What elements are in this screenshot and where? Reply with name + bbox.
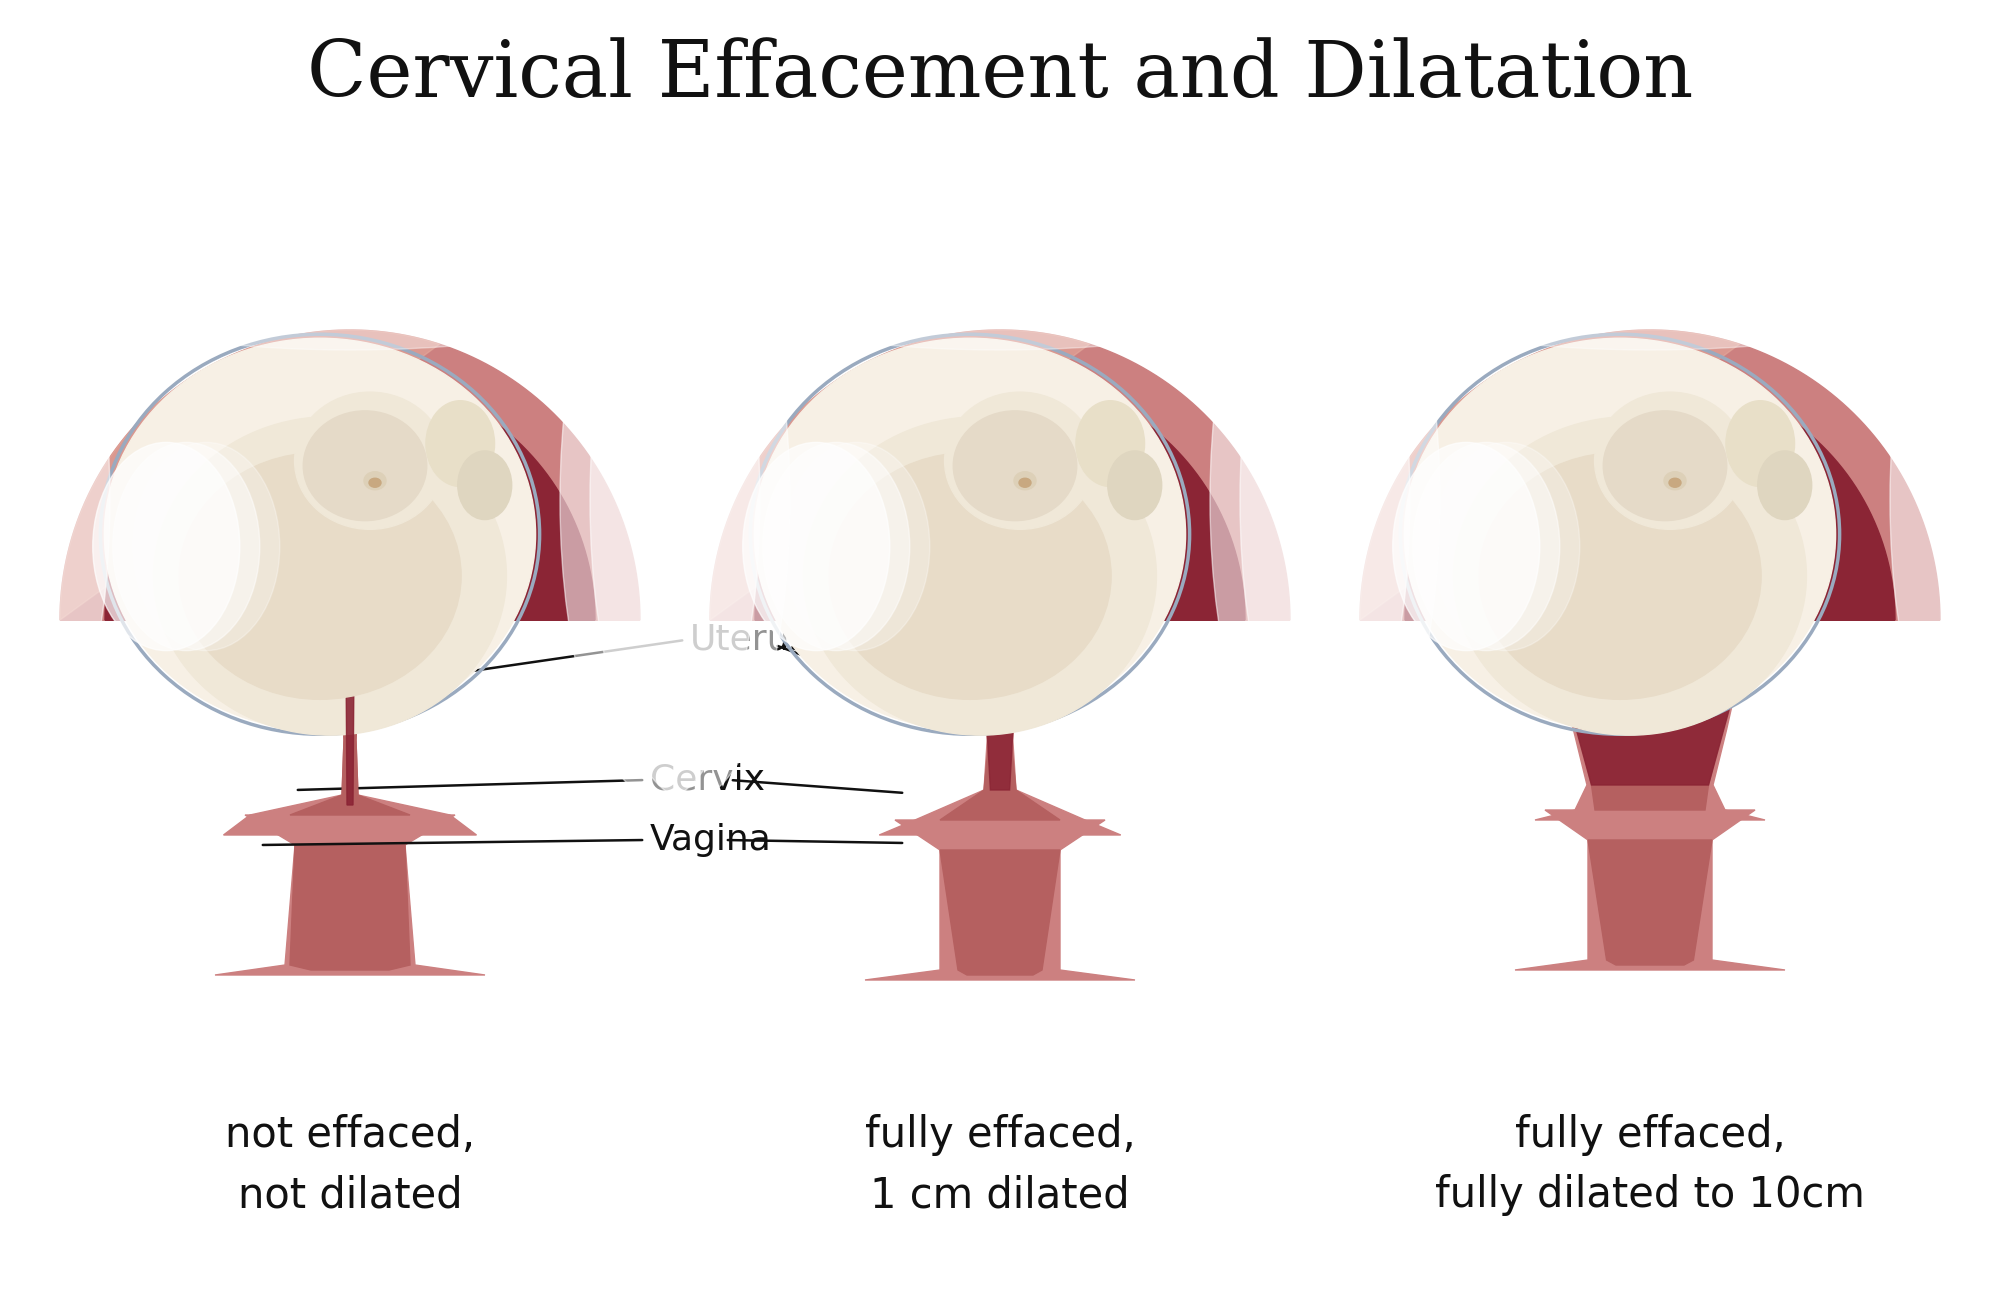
Text: Cervical Effacement and Dilatation: Cervical Effacement and Dilatation: [306, 37, 1694, 114]
Ellipse shape: [956, 642, 992, 677]
Ellipse shape: [782, 442, 930, 651]
Ellipse shape: [1014, 471, 1036, 489]
Text: fully dilated to 10cm: fully dilated to 10cm: [1436, 1174, 1864, 1216]
Ellipse shape: [1890, 200, 2000, 800]
Polygon shape: [1536, 620, 1766, 820]
Ellipse shape: [368, 478, 380, 487]
Ellipse shape: [1668, 478, 1680, 487]
Ellipse shape: [1076, 401, 1144, 487]
Polygon shape: [60, 330, 640, 620]
Ellipse shape: [426, 401, 494, 487]
Polygon shape: [1404, 375, 1896, 620]
Ellipse shape: [132, 442, 280, 651]
Polygon shape: [104, 375, 596, 620]
Ellipse shape: [0, 200, 110, 800]
Text: not effaced,: not effaced,: [224, 1114, 476, 1156]
Text: 1 cm dilated: 1 cm dilated: [870, 1174, 1130, 1216]
Ellipse shape: [154, 416, 506, 735]
Ellipse shape: [104, 338, 536, 731]
Ellipse shape: [1664, 471, 1686, 489]
Polygon shape: [1560, 669, 1740, 786]
Polygon shape: [1588, 840, 1712, 964]
Polygon shape: [1516, 810, 1786, 970]
Polygon shape: [1360, 330, 1740, 620]
Ellipse shape: [360, 664, 384, 692]
Ellipse shape: [308, 652, 348, 697]
Ellipse shape: [1210, 200, 1410, 800]
Ellipse shape: [590, 200, 790, 800]
Ellipse shape: [92, 442, 240, 651]
Polygon shape: [756, 375, 1244, 620]
Ellipse shape: [1300, 170, 2000, 350]
Ellipse shape: [112, 442, 260, 651]
Polygon shape: [936, 636, 1064, 820]
Ellipse shape: [0, 170, 700, 350]
Ellipse shape: [954, 411, 1076, 521]
Ellipse shape: [762, 442, 910, 651]
Ellipse shape: [944, 392, 1096, 530]
Ellipse shape: [352, 652, 392, 697]
Ellipse shape: [1478, 453, 1762, 699]
Polygon shape: [880, 620, 1120, 835]
Text: not dilated: not dilated: [238, 1174, 462, 1216]
Ellipse shape: [1594, 392, 1746, 530]
Ellipse shape: [804, 416, 1156, 735]
Ellipse shape: [964, 652, 984, 672]
Polygon shape: [60, 330, 440, 620]
Text: Cervix: Cervix: [650, 763, 764, 797]
Ellipse shape: [1020, 478, 1032, 487]
Ellipse shape: [742, 442, 890, 651]
Polygon shape: [286, 650, 416, 816]
Text: fully effaced,: fully effaced,: [864, 1114, 1136, 1156]
Ellipse shape: [560, 200, 760, 800]
Ellipse shape: [754, 338, 1186, 731]
Polygon shape: [224, 620, 476, 835]
Ellipse shape: [1726, 401, 1794, 487]
Ellipse shape: [1392, 442, 1540, 651]
Polygon shape: [1552, 632, 1748, 810]
Polygon shape: [940, 850, 1060, 975]
Ellipse shape: [1108, 452, 1162, 519]
Polygon shape: [710, 330, 1290, 620]
Ellipse shape: [1412, 442, 1560, 651]
Polygon shape: [984, 675, 1016, 790]
Ellipse shape: [304, 411, 426, 521]
Ellipse shape: [294, 392, 446, 530]
Ellipse shape: [1432, 442, 1580, 651]
Ellipse shape: [828, 453, 1112, 699]
Ellipse shape: [1008, 642, 1044, 677]
Text: fully effaced,: fully effaced,: [1514, 1114, 1786, 1156]
Ellipse shape: [1758, 452, 1812, 519]
Ellipse shape: [316, 664, 340, 692]
Text: Uterus: Uterus: [690, 622, 810, 656]
Ellipse shape: [178, 453, 462, 699]
Ellipse shape: [650, 170, 1350, 350]
Polygon shape: [290, 846, 410, 970]
Ellipse shape: [458, 452, 512, 519]
Ellipse shape: [1018, 652, 1036, 672]
Text: Vagina: Vagina: [650, 823, 772, 857]
Polygon shape: [864, 820, 1136, 980]
Ellipse shape: [1454, 416, 1806, 735]
Ellipse shape: [1404, 338, 1836, 731]
Polygon shape: [1360, 330, 1940, 620]
Ellipse shape: [1604, 411, 1726, 521]
Polygon shape: [216, 816, 484, 975]
Ellipse shape: [1240, 200, 1440, 800]
Ellipse shape: [364, 471, 386, 489]
Polygon shape: [710, 330, 1090, 620]
Polygon shape: [346, 660, 354, 805]
